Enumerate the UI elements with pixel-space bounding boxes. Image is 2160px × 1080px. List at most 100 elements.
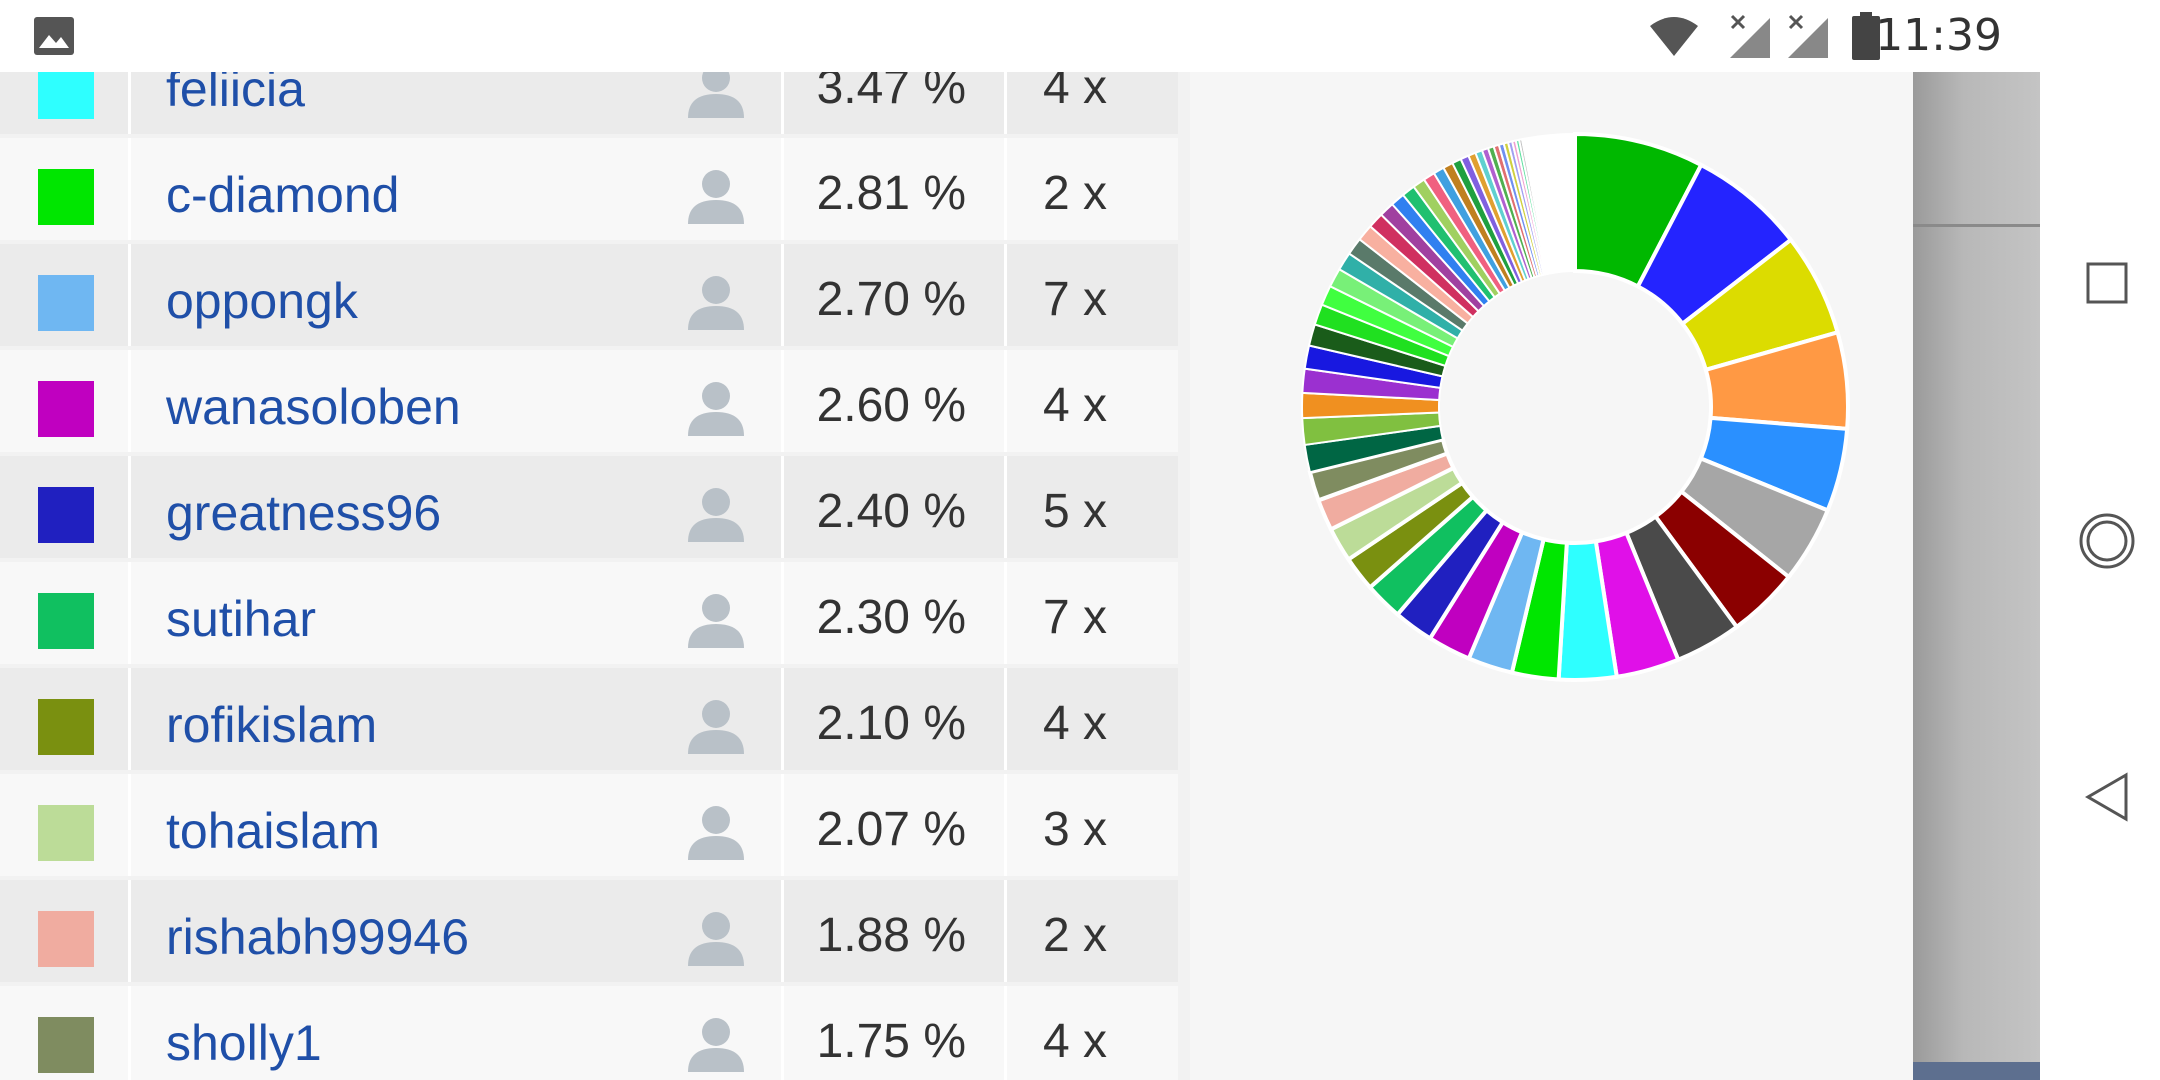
count-value: 4 x <box>1043 1015 1108 1068</box>
color-cell <box>0 456 128 558</box>
user-link[interactable]: sutihar <box>166 591 317 647</box>
name-cell: rofikislam <box>131 668 781 770</box>
percent-value: 3.47 % <box>816 72 966 114</box>
name-cell: sutihar <box>131 562 781 664</box>
count-value: 4 x <box>1043 379 1108 432</box>
color-cell <box>0 562 128 664</box>
table-row: feliicia 3.47 % 4 x <box>0 72 1178 134</box>
color-cell <box>0 986 128 1080</box>
color-cell <box>0 668 128 770</box>
name-cell: wanasoloben <box>131 350 781 452</box>
user-avatar-icon <box>688 170 744 224</box>
web-content: feliicia 3.47 % 4 x c-diamond 2.81 % 2 x oppon… <box>0 72 2040 1080</box>
battery-icon <box>1852 12 1880 60</box>
status-bar: 11:39 <box>0 0 2040 72</box>
user-avatar-icon <box>688 1018 744 1072</box>
chart-panel <box>1190 72 1913 1080</box>
count-value: 4 x <box>1043 697 1108 750</box>
user-link[interactable]: feliicia <box>166 72 305 117</box>
donut-chart <box>1301 131 1850 682</box>
count-cell: 4 x <box>1007 72 1178 134</box>
signal-no-sim-icon <box>1730 14 1770 58</box>
name-cell: rishabh99946 <box>131 880 781 982</box>
color-cell <box>0 350 128 452</box>
user-link[interactable]: rofikislam <box>166 697 378 753</box>
user-avatar-icon <box>688 276 744 330</box>
percent-value: 2.40 % <box>816 485 966 538</box>
color-swatch <box>38 487 94 543</box>
count-value: 3 x <box>1043 803 1108 856</box>
recent-apps-button[interactable] <box>2086 262 2128 304</box>
back-button[interactable] <box>2084 772 2130 822</box>
count-cell: 3 x <box>1007 774 1178 876</box>
count-value: 2 x <box>1043 167 1108 220</box>
user-avatar-icon <box>688 806 744 860</box>
percent-cell: 1.75 % <box>784 986 1004 1080</box>
color-swatch <box>38 1017 94 1073</box>
name-cell: greatness96 <box>131 456 781 558</box>
table-row: oppongk 2.70 % 7 x <box>0 244 1178 346</box>
count-cell: 7 x <box>1007 244 1178 346</box>
count-cell: 2 x <box>1007 138 1178 240</box>
user-link[interactable]: tohaislam <box>166 803 380 859</box>
color-cell <box>0 138 128 240</box>
wifi-icon <box>1650 17 1698 56</box>
percent-cell: 2.30 % <box>784 562 1004 664</box>
table-row: sutihar 2.30 % 7 x <box>0 562 1178 664</box>
count-cell: 7 x <box>1007 562 1178 664</box>
percent-cell: 2.60 % <box>784 350 1004 452</box>
navigation-bar <box>2040 0 2160 1080</box>
percent-value: 1.75 % <box>816 1015 966 1068</box>
divider <box>1913 224 2040 227</box>
color-cell <box>0 72 128 134</box>
color-cell <box>0 244 128 346</box>
image-notification-icon <box>34 17 74 55</box>
count-cell: 5 x <box>1007 456 1178 558</box>
count-value: 7 x <box>1043 591 1108 644</box>
percent-cell: 3.47 % <box>784 72 1004 134</box>
percent-cell: 2.40 % <box>784 456 1004 558</box>
percent-value: 2.10 % <box>816 697 966 750</box>
user-avatar-icon <box>688 488 744 542</box>
count-cell: 4 x <box>1007 668 1178 770</box>
user-avatar-icon <box>688 912 744 966</box>
name-cell: c-diamond <box>131 138 781 240</box>
percent-value: 2.07 % <box>816 803 966 856</box>
percent-cell: 2.10 % <box>784 668 1004 770</box>
user-link[interactable]: c-diamond <box>166 167 400 223</box>
name-cell: tohaislam <box>131 774 781 876</box>
percent-value: 2.70 % <box>816 273 966 326</box>
home-button[interactable] <box>2078 512 2136 570</box>
percent-value: 2.60 % <box>816 379 966 432</box>
side-panel-overlay <box>1913 72 2040 1080</box>
percent-cell: 1.88 % <box>784 880 1004 982</box>
table-row: wanasoloben 2.60 % 4 x <box>0 350 1178 452</box>
user-link[interactable]: sholly1 <box>166 1015 322 1071</box>
user-link[interactable]: greatness96 <box>166 485 442 541</box>
count-value: 4 x <box>1043 72 1108 114</box>
user-link[interactable]: oppongk <box>166 273 358 329</box>
percent-cell: 2.07 % <box>784 774 1004 876</box>
table-row: c-diamond 2.81 % 2 x <box>0 138 1178 240</box>
user-avatar-icon <box>688 700 744 754</box>
percent-cell: 2.81 % <box>784 138 1004 240</box>
user-link[interactable]: wanasoloben <box>166 379 461 435</box>
color-swatch <box>38 593 94 649</box>
user-link[interactable]: rishabh99946 <box>166 909 470 965</box>
table-row: rishabh99946 1.88 % 2 x <box>0 880 1178 982</box>
donut-slice[interactable] <box>1520 132 1576 275</box>
user-avatar-icon <box>688 72 744 118</box>
table-row: sholly1 1.75 % 4 x <box>0 986 1178 1080</box>
count-cell: 4 x <box>1007 350 1178 452</box>
user-avatar-icon <box>688 594 744 648</box>
color-swatch <box>38 275 94 331</box>
percent-cell: 2.70 % <box>784 244 1004 346</box>
color-cell <box>0 774 128 876</box>
color-swatch <box>38 699 94 755</box>
count-cell: 2 x <box>1007 880 1178 982</box>
count-cell: 4 x <box>1007 986 1178 1080</box>
ranking-table: feliicia 3.47 % 4 x c-diamond 2.81 % 2 x oppon… <box>0 72 1178 1080</box>
table-row: tohaislam 2.07 % 3 x <box>0 774 1178 876</box>
name-cell: oppongk <box>131 244 781 346</box>
table-row: rofikislam 2.10 % 4 x <box>0 668 1178 770</box>
